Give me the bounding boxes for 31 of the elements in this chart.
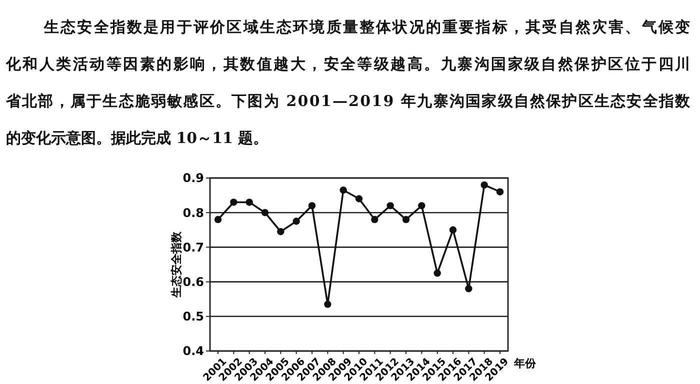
point — [480, 181, 488, 189]
point — [308, 202, 316, 210]
text: 生态安全指数是用于评价区域生态环境质量整体状况的重要指标，其受自然灾害、气候变 — [43, 18, 690, 36]
x-axis-title: 年份 — [513, 357, 537, 370]
y-axis-title: 生态安全指数 — [170, 230, 183, 298]
y-tick-label: 0.4 — [182, 344, 204, 358]
y-tick-label: 0.5 — [182, 310, 204, 324]
point — [340, 186, 347, 194]
text: 的变化示意图。据此完成 10～11 题。 — [6, 129, 268, 147]
point — [261, 209, 269, 216]
point — [496, 188, 504, 196]
point — [449, 226, 457, 234]
y-tick-label: 0.7 — [182, 240, 204, 254]
point — [355, 195, 363, 202]
point — [371, 216, 378, 224]
point — [292, 218, 300, 225]
point — [418, 202, 426, 210]
point — [434, 270, 441, 277]
point — [402, 216, 410, 224]
text: 化和人类活动等因素的影响，其数值越大，安全等级越高。九寨沟国家级自然保护区位于四川 — [5, 55, 690, 73]
point — [465, 285, 472, 292]
point — [277, 228, 284, 236]
point — [324, 300, 332, 308]
text: 省北部，属于生态脆弱敏感区。下图为 2001—2019 年九寨沟国家级自然保护区生态安全指数 — [5, 92, 691, 110]
point — [386, 202, 394, 210]
point — [214, 216, 222, 224]
y-tick-label: 0.6 — [182, 275, 204, 289]
y-tick-label: 0.8 — [182, 206, 204, 220]
point — [230, 198, 238, 206]
point — [246, 198, 253, 206]
y-tick-label: 0.9 — [182, 171, 204, 186]
